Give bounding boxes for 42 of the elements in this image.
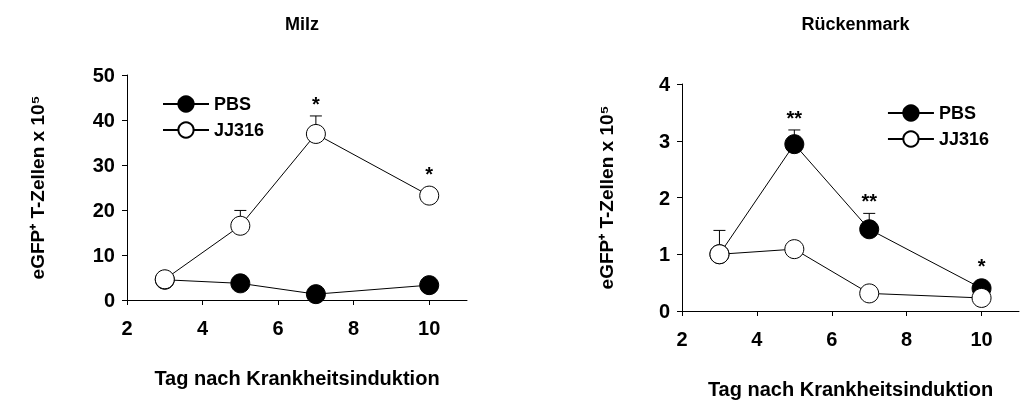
x-tick-label: 2: [121, 317, 133, 339]
point: [784, 134, 805, 155]
annotation: *: [977, 255, 986, 278]
y-tick-label: 3: [658, 129, 670, 152]
point: [419, 275, 440, 296]
x-tick-label: 2: [676, 328, 688, 350]
x-tick-label: 8: [901, 328, 913, 350]
y-tick-label: 2: [658, 186, 670, 209]
y-tick-label: 4: [658, 73, 671, 95]
x-tick-label: 4: [196, 317, 209, 339]
x-axis-title: Tag nach Krankheitsinduktion: [707, 378, 994, 400]
legend-label: PBS: [214, 94, 252, 114]
point: [305, 284, 326, 305]
y-tick-label: 10: [92, 244, 115, 266]
y-axis-title: eGFP⁺ T-Zellen x 10⁵: [596, 105, 617, 290]
y-tick-label: 40: [92, 109, 115, 131]
y-tick-label: 0: [658, 300, 670, 322]
point: [859, 219, 880, 240]
annotation: *: [311, 92, 320, 115]
x-tick-label: 4: [751, 328, 764, 350]
annotation: **: [861, 190, 878, 213]
chart-title: Rückenmark: [801, 14, 911, 34]
legend-label: JJ316: [938, 129, 990, 149]
y-tick-label: 0: [103, 289, 115, 311]
y-tick-label: 50: [92, 64, 115, 86]
x-tick-label: 6: [826, 328, 838, 350]
x-tick-label: 6: [272, 317, 284, 339]
annotation: **: [786, 106, 803, 129]
x-axis-title: Tag nach Krankheitsinduktion: [154, 367, 440, 389]
x-tick-label: 10: [418, 317, 441, 339]
x-tick-label: 10: [970, 328, 993, 350]
annotation: *: [425, 162, 434, 185]
x-tick-label: 8: [348, 317, 360, 339]
y-tick-label: 1: [658, 243, 670, 266]
point: [971, 287, 992, 308]
y-axis-title: eGFP⁺ T-Zellen x 10⁵: [27, 95, 48, 280]
point: [230, 273, 251, 294]
legend-label: PBS: [938, 103, 976, 123]
y-tick-label: 20: [92, 199, 115, 221]
chart-title: Milz: [285, 14, 319, 34]
legend-label: JJ316: [214, 120, 265, 140]
y-tick-label: 30: [92, 154, 115, 176]
